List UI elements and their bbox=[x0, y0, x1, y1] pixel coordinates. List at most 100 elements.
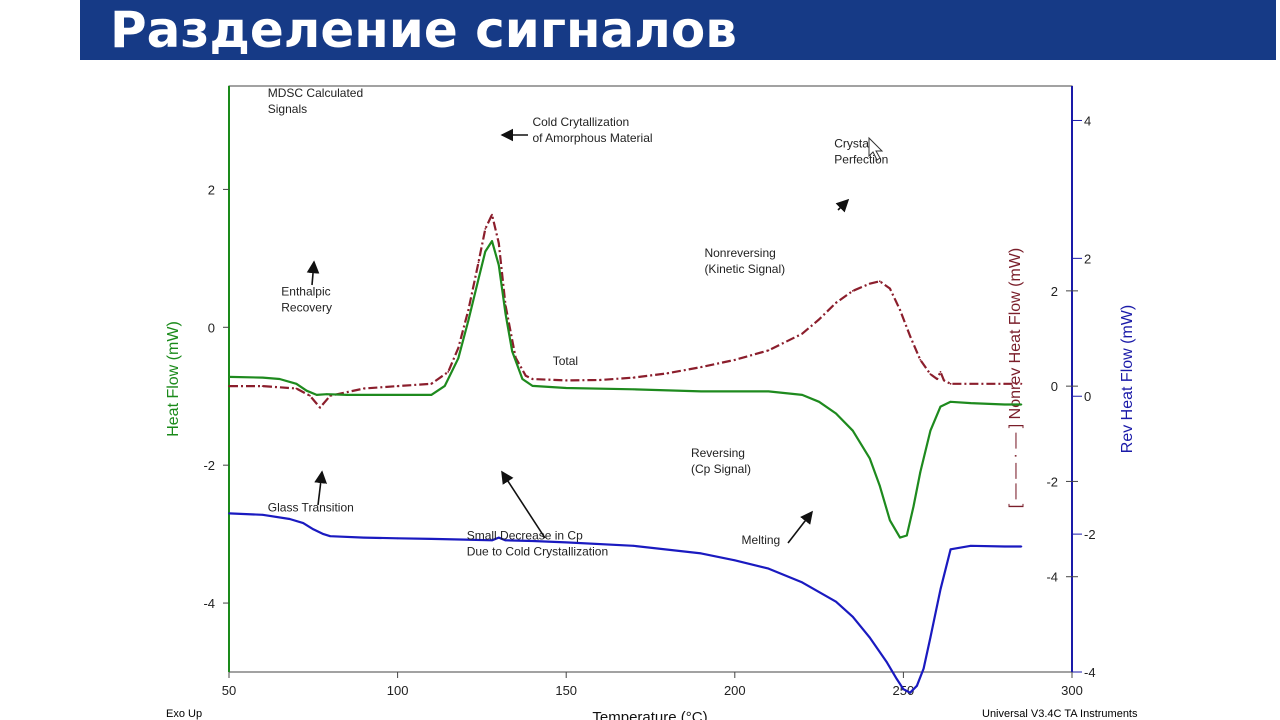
annotation-arrow bbox=[835, 198, 850, 213]
data-point bbox=[700, 366, 702, 368]
data-point bbox=[565, 379, 568, 382]
series-reversing bbox=[228, 512, 1023, 694]
data-point bbox=[969, 382, 972, 385]
data-point bbox=[363, 387, 365, 390]
data-point bbox=[261, 385, 264, 387]
data-point bbox=[868, 636, 871, 639]
left-axis-label: Heat Flow (mW) bbox=[165, 321, 182, 437]
data-point bbox=[565, 387, 568, 389]
data-point bbox=[363, 536, 365, 539]
data-point bbox=[295, 387, 298, 390]
data-point bbox=[261, 376, 264, 379]
data-point bbox=[565, 541, 568, 544]
data-point bbox=[443, 385, 446, 387]
nonrev-axis-label: [ — — · — ] Nonrev Heat Flow (mW) bbox=[1007, 248, 1024, 508]
annotation-arrow bbox=[314, 470, 328, 506]
series-nonreversing bbox=[228, 213, 1023, 409]
data-point bbox=[835, 600, 837, 603]
data-point bbox=[632, 376, 635, 379]
data-point bbox=[969, 544, 972, 547]
data-point bbox=[531, 385, 534, 387]
data-point bbox=[868, 457, 871, 460]
data-point bbox=[447, 371, 450, 373]
data-point bbox=[288, 518, 291, 520]
data-point bbox=[379, 394, 382, 396]
data-point bbox=[322, 533, 325, 535]
data-point bbox=[949, 400, 952, 403]
slide-title-bar: Разделение сигналов bbox=[80, 0, 1276, 60]
data-point bbox=[329, 535, 332, 538]
x-tick-label: 300 bbox=[1061, 683, 1083, 698]
data-point bbox=[1003, 545, 1006, 548]
data-point bbox=[801, 581, 804, 584]
x-tick-label: 100 bbox=[387, 683, 409, 698]
annotation-label: Glass Transition bbox=[268, 500, 354, 514]
annotation-label: Reversing (Cp Signal) bbox=[691, 446, 751, 476]
annotation-label: Cold Crytallization of Amorphous Material bbox=[532, 115, 652, 145]
data-point bbox=[396, 537, 399, 540]
data-point bbox=[700, 390, 702, 393]
data-point bbox=[899, 309, 901, 311]
data-point bbox=[939, 588, 942, 591]
data-point bbox=[922, 667, 925, 670]
data-point bbox=[477, 278, 480, 280]
x-axis-label: Temperature (°C) bbox=[592, 709, 707, 720]
left-tick-label: -4 bbox=[203, 596, 215, 611]
annotation-label: Nonreversing (Kinetic Signal) bbox=[704, 246, 785, 276]
data-point bbox=[497, 264, 500, 267]
data-point bbox=[278, 378, 281, 380]
data-point bbox=[484, 250, 487, 253]
x-tick-label: 200 bbox=[724, 683, 746, 698]
data-point bbox=[895, 678, 898, 680]
data-point bbox=[484, 228, 487, 230]
data-point bbox=[949, 382, 952, 385]
data-point bbox=[851, 290, 854, 292]
plot-frame bbox=[228, 85, 1073, 673]
rev-tick-label: 2 bbox=[1084, 251, 1091, 266]
data-point bbox=[905, 534, 908, 537]
data-point bbox=[889, 287, 891, 290]
data-point bbox=[497, 536, 500, 539]
data-point bbox=[1020, 545, 1023, 548]
data-point bbox=[1003, 403, 1006, 406]
nonrev-tick-label: 0 bbox=[1051, 379, 1058, 394]
data-point bbox=[818, 400, 820, 403]
data-point bbox=[936, 378, 938, 380]
x-tick-label: 150 bbox=[555, 683, 577, 698]
nonrev-tick-label: -4 bbox=[1046, 570, 1058, 585]
data-point bbox=[521, 378, 524, 380]
data-point bbox=[929, 429, 932, 432]
data-point bbox=[1020, 382, 1023, 385]
data-point bbox=[909, 335, 911, 337]
nonrev-tick-label: -2 bbox=[1046, 474, 1058, 489]
data-point bbox=[899, 536, 901, 539]
data-point bbox=[632, 388, 635, 391]
rev-tick-label: 4 bbox=[1084, 113, 1091, 128]
series-line bbox=[228, 240, 1022, 539]
mouse-cursor-icon bbox=[868, 136, 884, 161]
data-point bbox=[491, 213, 493, 216]
annotation-label: Enthalpic Recovery bbox=[281, 285, 332, 315]
slide-title: Разделение сигналов bbox=[110, 1, 737, 59]
data-point bbox=[885, 660, 888, 663]
data-point bbox=[909, 691, 911, 694]
data-point bbox=[491, 240, 493, 243]
data-point bbox=[939, 371, 942, 373]
data-point bbox=[319, 406, 321, 409]
annotation-label: Melting bbox=[742, 533, 781, 547]
data-point bbox=[767, 567, 770, 570]
data-point bbox=[878, 280, 881, 283]
annotation-arrow bbox=[787, 510, 813, 544]
data-point bbox=[396, 385, 399, 387]
rev-tick-label: -4 bbox=[1084, 665, 1096, 680]
data-point bbox=[801, 332, 804, 335]
data-point bbox=[919, 359, 922, 361]
data-point bbox=[497, 242, 500, 245]
data-point bbox=[902, 688, 905, 691]
data-point bbox=[889, 519, 891, 522]
rev-tick-label: 0 bbox=[1084, 389, 1091, 404]
data-point bbox=[919, 471, 922, 473]
data-point bbox=[315, 394, 318, 396]
data-point bbox=[309, 394, 311, 397]
